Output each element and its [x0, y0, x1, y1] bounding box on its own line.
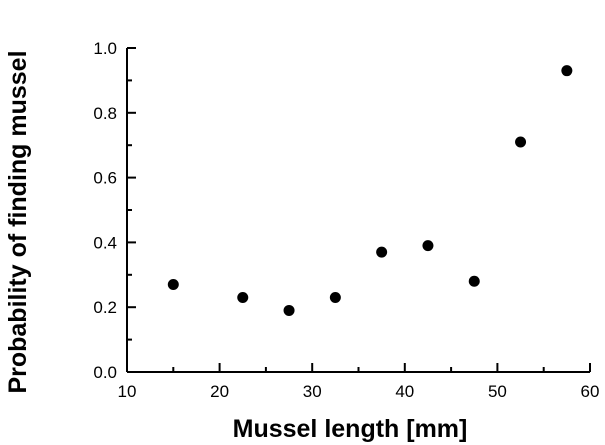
y-tick-label: 0.2 [93, 298, 117, 317]
y-tick-label: 0.4 [93, 233, 117, 252]
data-point [561, 65, 573, 77]
data-point [376, 246, 388, 258]
y-axis-title: Probability of finding mussel [4, 50, 32, 393]
axes [126, 48, 590, 373]
data-point [237, 291, 249, 303]
data-point [329, 291, 341, 303]
x-tick-label: 20 [210, 382, 229, 401]
y-tick-label: 0.0 [93, 363, 117, 382]
y-tick-label: 0.6 [93, 169, 117, 188]
y-tick-label: 1.0 [93, 39, 117, 58]
x-tick-label: 60 [581, 382, 600, 401]
x-tick-label: 10 [118, 382, 137, 401]
data-point [167, 279, 179, 291]
x-tick-label: 30 [303, 382, 322, 401]
data-point [422, 240, 434, 252]
data-points [167, 65, 573, 316]
x-tick-label: 40 [395, 382, 414, 401]
y-axis-ticks: 0.0 0.2 0.4 0.6 0.8 1.0 [93, 39, 136, 382]
x-tick-label: 50 [488, 382, 507, 401]
data-point [515, 136, 527, 148]
x-axis-ticks: 10 20 30 40 50 60 [118, 363, 600, 401]
data-point [468, 275, 480, 287]
y-tick-label: 0.8 [93, 104, 117, 123]
data-point [283, 304, 295, 316]
x-axis-title: Mussel length [mm] [233, 415, 468, 443]
